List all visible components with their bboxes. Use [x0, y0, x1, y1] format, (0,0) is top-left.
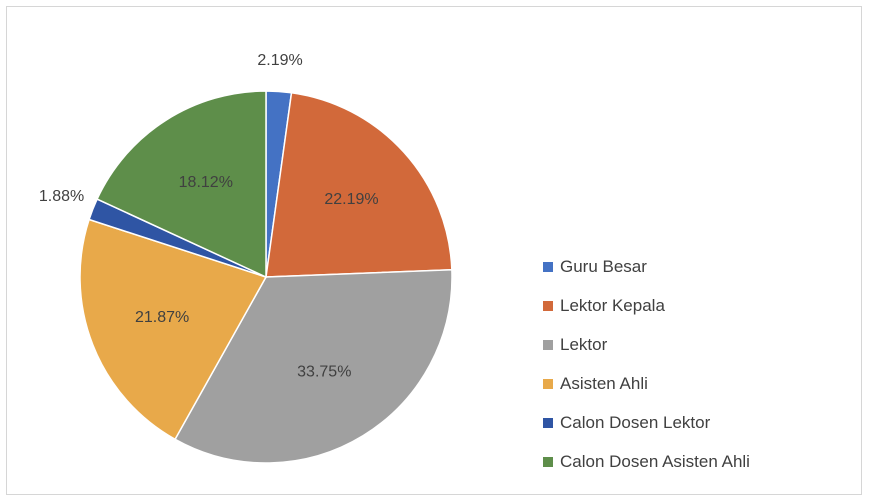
legend-item-calon-dosen-lektor: Calon Dosen Lektor [543, 403, 843, 442]
legend-item-calon-dosen-asisten-ahli: Calon Dosen Asisten Ahli [543, 442, 843, 481]
legend-label: Asisten Ahli [560, 373, 648, 393]
legend-item-guru-besar: Guru Besar [543, 247, 843, 286]
pie-slice-lektor-kepala [265, 91, 453, 278]
legend-swatch [543, 300, 553, 311]
legend: Guru Besar Lektor Kepala Lektor Asisten Ahl… [543, 247, 843, 481]
legend-swatch [543, 378, 553, 389]
legend-swatch [543, 261, 553, 272]
legend-item-lektor: Lektor [543, 325, 843, 364]
legend-label: Lektor [560, 334, 608, 354]
data-label-lektor-kepala: 22.19% [324, 191, 378, 208]
pie-slice-asisten-ahli [79, 218, 268, 441]
pie-slice-lektor [174, 268, 453, 464]
data-label-guru-besar: 2.19% [257, 52, 302, 69]
chart-frame: 2.19% 22.19% 33.75% 21.87% 1.88% 18.12% Guru … [6, 6, 862, 495]
legend-item-asisten-ahli: Asisten Ahli [543, 364, 843, 403]
legend-swatch [543, 339, 553, 350]
data-label-lektor: 33.75% [297, 363, 351, 380]
legend-label: Calon Dosen Asisten Ahli [560, 451, 750, 471]
pie-slice-calon-dosen-asisten-ahli [96, 90, 267, 279]
data-label-asisten-ahli: 21.87% [135, 309, 189, 326]
legend-swatch [543, 456, 553, 467]
legend-label: Guru Besar [560, 256, 647, 276]
legend-label: Calon Dosen Lektor [560, 412, 711, 432]
data-label-calon-dosen-asisten-ahli: 18.12% [179, 174, 233, 191]
legend-swatch [543, 417, 553, 428]
data-label-calon-dosen-lektor: 1.88% [39, 188, 84, 205]
legend-item-lektor-kepala: Lektor Kepala [543, 286, 843, 325]
legend-label: Lektor Kepala [560, 295, 665, 315]
pie-chart: 2.19% 22.19% 33.75% 21.87% 1.88% 18.12% [39, 52, 453, 464]
